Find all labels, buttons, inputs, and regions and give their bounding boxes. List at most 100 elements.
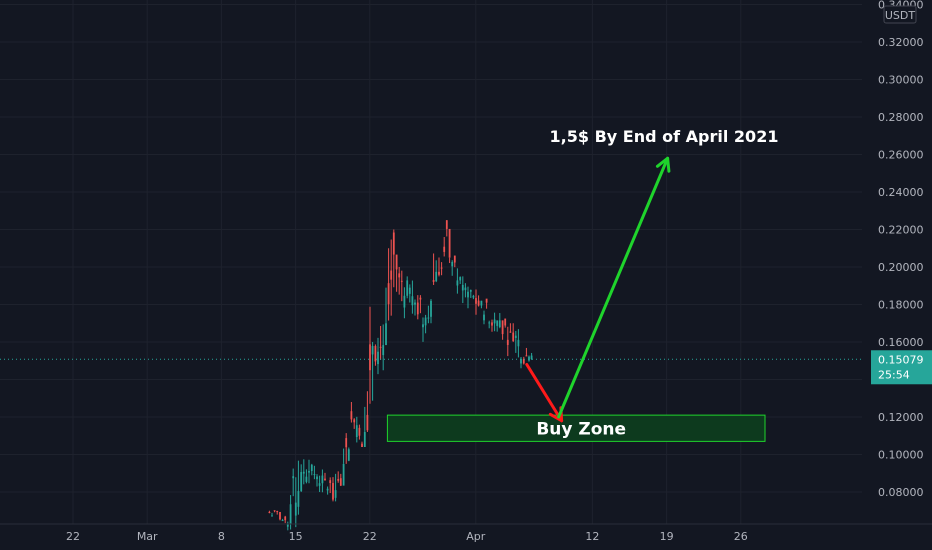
y-tick-label: 0.08000 [878,486,924,499]
candle [292,468,295,497]
y-tick-label: 0.16000 [878,336,924,349]
candle [371,341,374,401]
candle [300,464,303,492]
candle [517,329,520,358]
candle [345,433,348,464]
candle [443,237,446,257]
candle [318,475,321,492]
candle [475,289,477,315]
candle [355,416,358,443]
y-tick-label: 0.20000 [878,261,924,274]
candle [350,402,353,423]
candle [493,312,496,332]
candle [419,295,422,314]
grid [0,0,862,524]
candle [414,299,416,316]
y-tick-label: 0.24000 [878,186,924,199]
candle [361,441,363,447]
candle [448,228,451,264]
candle [313,465,316,480]
candle [422,317,424,342]
y-tick-label: 0.28000 [878,111,924,124]
candle [369,306,371,404]
candle [520,356,522,369]
candle [459,276,462,285]
candle [305,469,308,484]
candle [284,515,287,524]
candle [491,319,493,332]
y-axis[interactable]: 0.080000.100000.120000.140000.160000.180… [878,0,924,499]
currency-label: USDT [885,9,916,22]
currency-badge[interactable]: USDT [883,5,917,24]
x-tick-label: 15 [289,530,303,543]
candle [297,460,300,515]
candle [477,295,480,307]
candle [353,418,356,429]
x-tick-label: 12 [585,530,599,543]
y-tick-label: 0.18000 [878,299,924,312]
candle [382,324,385,371]
candle [525,347,528,357]
candle [302,459,305,485]
candle [445,220,448,237]
candle [281,518,284,522]
y-tick-label: 0.22000 [878,224,924,237]
candle [416,295,419,320]
target-annotation: 1,5$ By End of April 2021 [550,127,779,146]
candle [271,512,273,517]
candle [504,318,507,328]
candle [408,284,411,303]
candle [334,473,337,502]
x-tick-label: 22 [363,530,377,543]
y-tick-label: 0.26000 [878,149,924,162]
candle [427,305,430,324]
candle [496,320,499,332]
candle [451,260,454,276]
candle [276,510,279,515]
candle [363,406,366,447]
x-tick-label: 26 [734,530,748,543]
candle [498,313,501,329]
candle [294,477,297,528]
candle [406,276,409,299]
candle [453,255,456,268]
candle [385,287,387,346]
x-tick-label: Mar [137,530,158,543]
candle [273,510,276,513]
candle [268,510,271,514]
candle [321,469,324,493]
candle [438,257,440,277]
candle [440,262,443,276]
candle [387,248,390,321]
buy-zone-label: Buy Zone [536,419,626,439]
candle [464,283,467,298]
candle [377,337,379,375]
x-axis[interactable]: 22 Mar 8 15 22 Apr 12 19 26 [0,523,932,543]
candle [310,463,313,476]
y-tick-label: 0.32000 [878,36,924,49]
candle [488,320,491,329]
candle [435,260,438,283]
candle [332,477,334,502]
candle [509,323,512,333]
candle [366,391,369,432]
candle [337,471,340,483]
candle [456,268,459,294]
candle [506,326,509,357]
down-arrow [525,363,564,423]
candle [316,474,318,487]
candle [392,229,395,288]
candle [286,521,289,531]
candle [467,286,469,309]
last-price-tag: 0.15079 25:54 [871,350,932,385]
candle [347,447,350,462]
y-tick-label: 0.30000 [878,74,924,87]
candle [326,486,329,495]
last-price-countdown: 25:54 [878,368,910,381]
candle [403,287,406,319]
candle [480,300,483,309]
candle [329,477,332,494]
last-price-value: 0.15079 [878,353,924,366]
